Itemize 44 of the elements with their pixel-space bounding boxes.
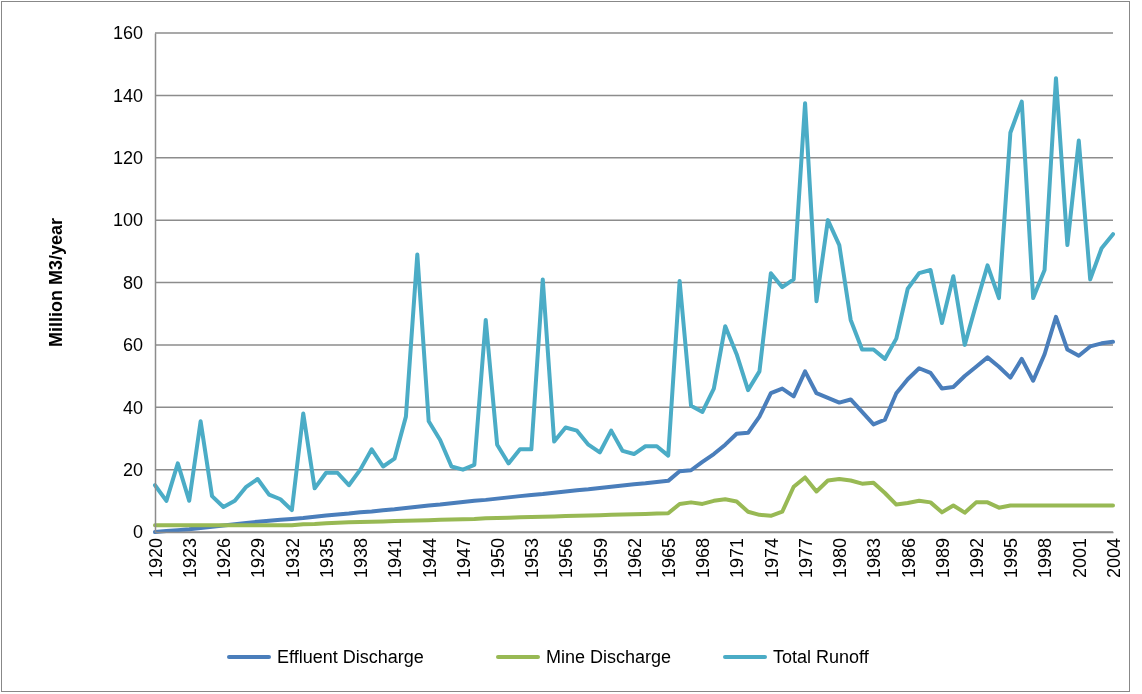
x-tick-label: 1953 <box>522 538 543 579</box>
x-tick-label: 1935 <box>316 538 337 579</box>
y-tick-label: 100 <box>112 210 143 231</box>
x-tick-label: 1932 <box>282 538 303 579</box>
x-tick-label: 2001 <box>1069 538 1090 579</box>
y-axis-title: Million M3/year <box>46 217 66 348</box>
x-tick-label: 1965 <box>659 538 680 579</box>
x-tick-label: 1980 <box>830 538 851 579</box>
x-tick-label: 1947 <box>453 538 474 579</box>
legend-label: Total Runoff <box>773 647 870 667</box>
x-tick-label: 1971 <box>727 538 748 579</box>
x-tick-label: 1923 <box>180 538 201 579</box>
x-tick-label: 1938 <box>351 538 372 579</box>
x-tick-label: 1998 <box>1035 538 1056 579</box>
x-tick-label: 1950 <box>487 538 508 579</box>
x-tick-label: 1920 <box>145 538 166 579</box>
x-tick-label: 1968 <box>693 538 714 579</box>
y-tick-label: 20 <box>122 459 143 480</box>
legend-label: Mine Discharge <box>546 647 672 667</box>
y-tick-label: 80 <box>122 272 143 293</box>
line-series <box>153 76 1115 513</box>
line-series <box>153 475 1115 528</box>
x-tick-label: 1944 <box>419 538 440 579</box>
x-tick-label: 2004 <box>1103 538 1124 579</box>
x-tick-label: 1974 <box>761 538 782 579</box>
y-tick-label: 120 <box>112 148 143 169</box>
x-tick-label: 1989 <box>932 538 953 579</box>
x-tick-label: 1977 <box>795 538 816 579</box>
x-tick-label: 1929 <box>248 538 269 579</box>
x-tick-label: 1983 <box>864 538 885 579</box>
y-tick-label: 140 <box>112 85 143 106</box>
x-tick-label: 1962 <box>624 538 645 579</box>
y-tick-label: 0 <box>132 522 143 543</box>
x-tick-label: 1956 <box>556 538 577 579</box>
y-tick-label: 40 <box>122 397 143 418</box>
y-tick-label: 160 <box>112 23 143 44</box>
x-tick-label: 1926 <box>214 538 235 579</box>
x-tick-label: 1941 <box>385 538 406 579</box>
x-tick-label: 1986 <box>898 538 919 579</box>
legend-label: Effluent Discharge <box>277 647 424 667</box>
x-tick-label: 1995 <box>1001 538 1022 579</box>
x-tick-label: 1992 <box>966 538 987 579</box>
x-tick-label: 1959 <box>590 538 611 579</box>
y-tick-label: 60 <box>122 335 143 356</box>
